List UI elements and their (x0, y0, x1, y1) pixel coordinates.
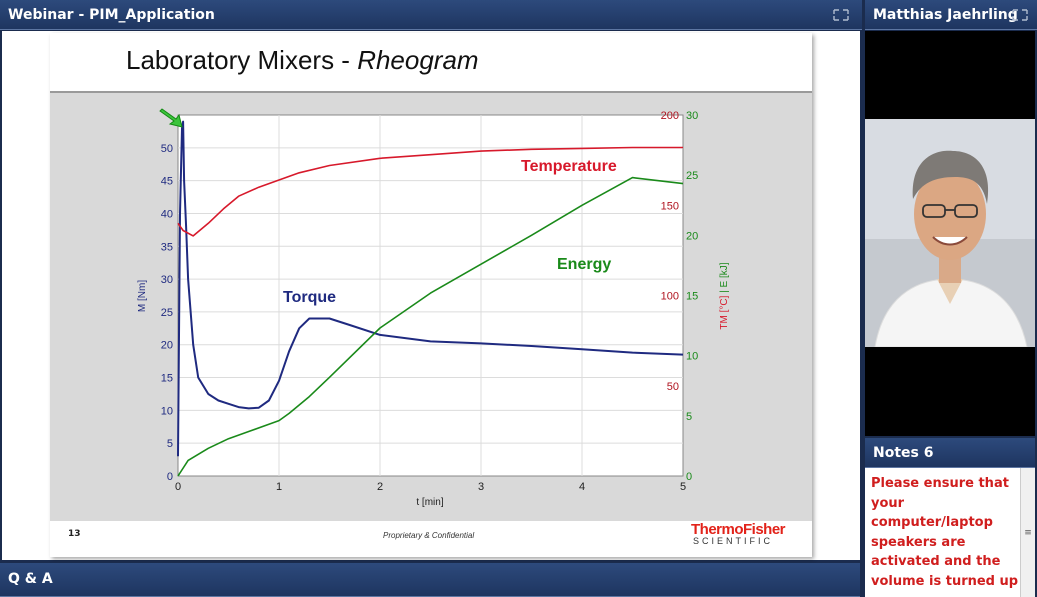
presenter-title-bar: Matthias Jaehrling (865, 0, 1037, 30)
slide-number: 13 (68, 529, 81, 539)
y-left-tick-label: 5 (167, 438, 173, 450)
slide-title-main: Laboratory Mixers - (126, 45, 358, 75)
x-tick-label: 1 (276, 481, 282, 493)
series-line-energy (177, 176, 684, 477)
y-temp-tick-label: 200 (661, 110, 679, 122)
x-tick-label: 2 (377, 481, 383, 493)
annotation-temperature: Temperature (521, 158, 617, 175)
y-left-tick-label: 45 (161, 176, 173, 188)
y-axis-temp-label: TM [°C] (719, 295, 730, 329)
x-tick-label: 3 (478, 481, 484, 493)
series-line-temperature (177, 146, 683, 237)
y-axis-energy-label: | E [kJ] (719, 262, 730, 295)
peak-arrow-icon (159, 108, 183, 128)
slide-header: Laboratory Mixers - Rheogram (50, 33, 812, 93)
x-tick-label: 0 (175, 481, 181, 493)
annotation-torque: Torque (283, 289, 336, 306)
y-left-tick-label: 30 (161, 274, 173, 286)
notes-text: Please ensure that your computer/laptop … (871, 476, 1019, 589)
y-axis-left-label: M [Nm] (137, 280, 148, 312)
y-temp-tick-label: 100 (661, 291, 679, 303)
y-energy-tick-label: 5 (686, 411, 692, 423)
y-left-tick-label: 0 (167, 471, 173, 483)
notes-title: Notes 6 (873, 445, 934, 461)
presenter-photo (865, 119, 1035, 347)
qa-title-bar: Q & A (0, 563, 860, 597)
y-axis-right-label: TM [°C] | E [kJ] (719, 262, 730, 329)
slide-stage: Laboratory Mixers - Rheogram 0 1 2 3 4 5 0 5 10 1… (2, 31, 860, 560)
x-tick-label: 5 (680, 481, 686, 493)
confidential-note: Proprietary & Confidential (383, 531, 475, 540)
presenter-name: Matthias Jaehrling (873, 7, 1018, 23)
y-left-tick-label: 35 (161, 241, 173, 253)
y-energy-tick-label: 20 (686, 230, 698, 242)
slide: Laboratory Mixers - Rheogram 0 1 2 3 4 5 0 5 10 1… (50, 33, 812, 557)
y-left-tick-label: 10 (161, 405, 173, 417)
slide-footer: 13 Proprietary & Confidential ThermoFish… (50, 521, 812, 557)
y-temp-tick-label: 150 (661, 200, 679, 212)
qa-title: Q & A (8, 571, 53, 587)
y-left-tick-label: 15 (161, 373, 173, 385)
y-energy-tick-label: 15 (686, 291, 698, 303)
y-left-tick-label: 40 (161, 208, 173, 220)
x-tick-label: 4 (579, 481, 585, 493)
expand-icon[interactable] (832, 8, 850, 22)
x-axis-label: t [min] (416, 497, 443, 508)
y-left-tick-label: 25 (161, 307, 173, 319)
y-energy-tick-label: 10 (686, 351, 698, 363)
presenter-video (865, 31, 1035, 436)
y-left-tick-label: 20 (161, 340, 173, 352)
y-energy-tick-label: 30 (686, 110, 698, 122)
y-energy-tick-label: 0 (686, 471, 692, 483)
webinar-title-bar: Webinar - PIM_Application (0, 0, 862, 30)
notes-panel: Please ensure that your computer/laptop … (865, 468, 1035, 597)
notes-scrollbar[interactable]: ≡ (1020, 468, 1035, 597)
y-temp-tick-label: 50 (667, 381, 679, 393)
slide-title: Laboratory Mixers - Rheogram (126, 45, 479, 76)
y-left-tick-label: 50 (161, 143, 173, 155)
company-logo-top: ThermoFisher (691, 521, 786, 538)
company-logo-bottom: SCIENTIFIC (693, 536, 774, 546)
notes-scroll-icon[interactable]: ≡ (1024, 528, 1032, 538)
webinar-title: Webinar - PIM_Application (8, 7, 215, 23)
slide-title-italic: Rheogram (357, 45, 479, 75)
notes-title-bar: Notes 6 (865, 438, 1035, 468)
rheogram-chart: 0 1 2 3 4 50510152025303540455050100150200051… (137, 108, 730, 508)
series-line-torque (177, 120, 684, 457)
expand-icon[interactable] (1011, 8, 1029, 22)
y-energy-tick-label: 25 (686, 170, 698, 182)
annotation-energy: Energy (557, 256, 611, 273)
plot-area (177, 114, 684, 477)
